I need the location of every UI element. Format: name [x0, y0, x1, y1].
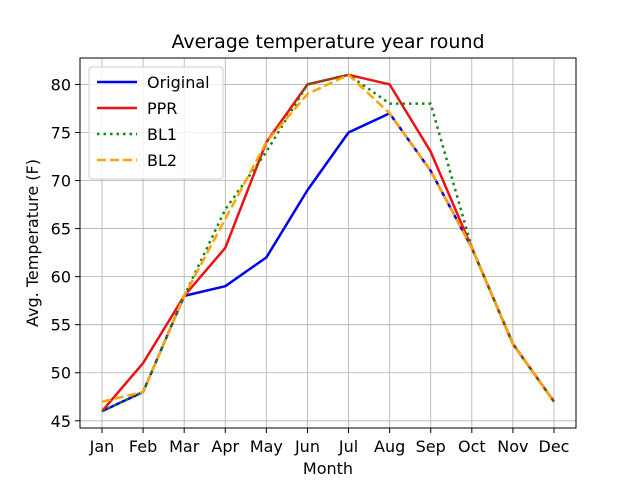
x-tick-label-feb: Feb — [129, 437, 157, 456]
y-tick-label-80: 80 — [51, 75, 71, 94]
legend-label-ppr: PPR — [147, 99, 177, 118]
chart-title: Average temperature year round — [171, 31, 484, 53]
y-tick-label-70: 70 — [51, 172, 71, 191]
x-axis-label: Month — [303, 459, 353, 478]
x-tick-label-jun: Jun — [294, 437, 320, 456]
y-tick-label-60: 60 — [51, 268, 71, 287]
x-tick-label-jul: Jul — [338, 437, 358, 456]
y-tick-label-45: 45 — [51, 412, 71, 431]
x-tick-label-nov: Nov — [497, 437, 528, 456]
series-lines — [101, 73, 556, 413]
legend: Original PPR BL1 BL2 — [88, 66, 224, 180]
series-line-bl1 — [101, 73, 556, 413]
y-ticks: 45 50 55 60 65 70 75 80 — [51, 75, 80, 431]
plot-frame — [79, 57, 577, 429]
legend-label-original: Original — [147, 73, 210, 92]
x-tick-label-may: May — [250, 437, 283, 456]
x-tick-label-dec: Dec — [539, 437, 570, 456]
x-tick-label-sep: Sep — [416, 437, 446, 456]
x-tick-label-aug: Aug — [374, 437, 405, 456]
x-tick-label-mar: Mar — [169, 437, 200, 456]
y-tick-label-50: 50 — [51, 364, 71, 383]
x-tick-label-jan: Jan — [89, 437, 115, 456]
legend-box — [88, 66, 224, 180]
x-ticks: Jan Feb Mar Apr May Jun Jul Aug Sep Oct Nov Dec — [89, 428, 570, 456]
series-line-bl2 — [101, 73, 556, 403]
legend-label-bl2: BL2 — [147, 151, 177, 170]
y-tick-label-55: 55 — [51, 316, 71, 335]
y-tick-label-65: 65 — [51, 220, 71, 239]
y-axis-label: Avg. Temperature (F) — [23, 159, 42, 327]
x-tick-label-apr: Apr — [211, 437, 239, 456]
y-tick-label-75: 75 — [51, 123, 71, 142]
legend-label-bl1: BL1 — [147, 125, 177, 144]
x-tick-label-oct: Oct — [458, 437, 486, 456]
